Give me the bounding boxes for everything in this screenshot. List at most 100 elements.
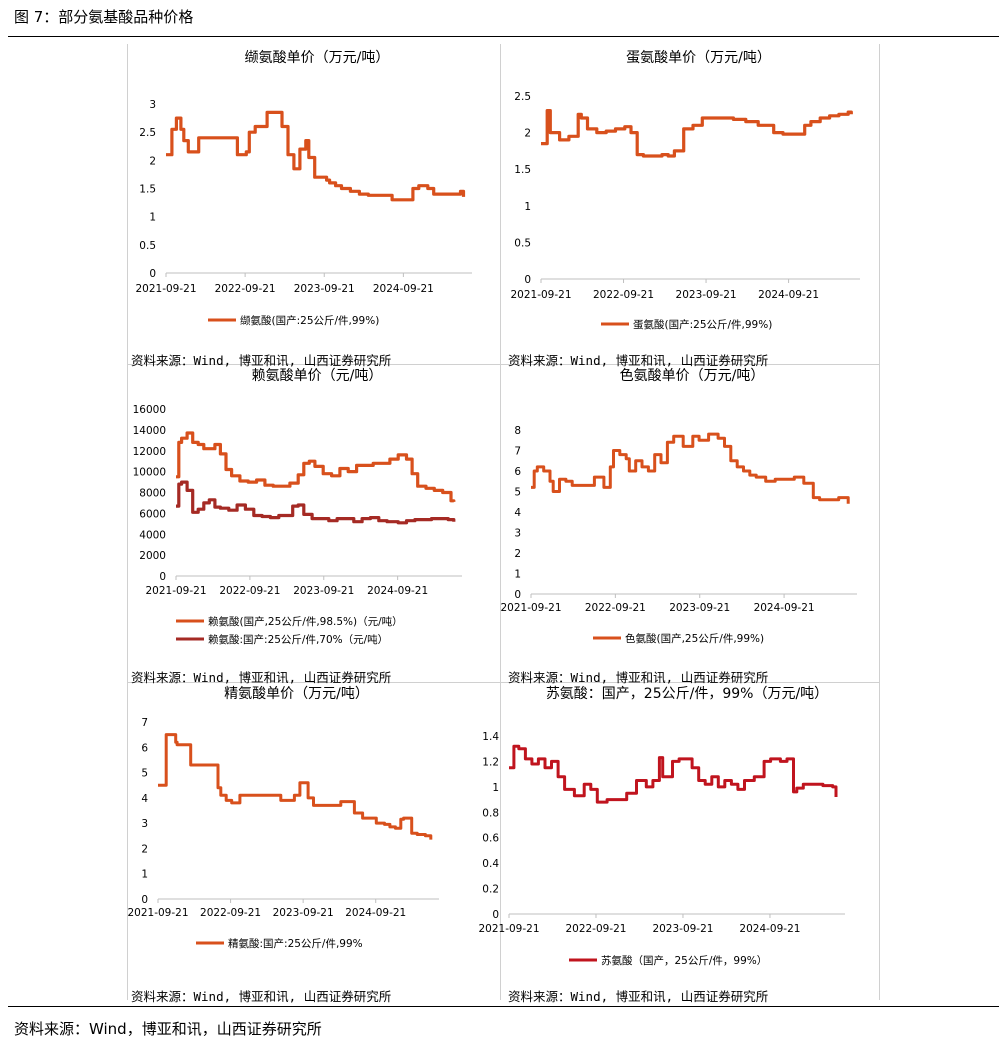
- y-tick-label: 0: [149, 268, 156, 280]
- row-divider-1: [127, 364, 879, 365]
- y-tick-label: 1: [524, 201, 531, 213]
- panel-source-tryptophan: 资料来源：Wind, 博亚和讯, 山西证券研究所: [508, 670, 769, 685]
- x-tick-label: 2024-09-21: [345, 907, 406, 919]
- x-tick-label: 2024-09-21: [739, 923, 800, 935]
- panel-source-arginine: 资料来源：Wind, 博亚和讯, 山西证券研究所: [131, 989, 392, 1004]
- chart-title: 精氨酸单价（万元/吨）: [224, 686, 369, 702]
- y-tick-label: 2: [149, 155, 156, 167]
- y-tick-label: 2: [524, 128, 531, 140]
- series-line-threonine-0: [509, 744, 838, 804]
- x-tick-label: 2024-09-21: [758, 289, 819, 301]
- y-tick-label: 7: [514, 446, 521, 458]
- series-line-lysine-1: [176, 480, 456, 525]
- x-tick-label: 2023-09-21: [669, 602, 730, 614]
- panel-source-methionine: 资料来源：Wind, 博亚和讯, 山西证券研究所: [508, 353, 769, 368]
- series-line-valine-0: [166, 110, 466, 202]
- x-tick-label: 2023-09-21: [676, 289, 737, 301]
- chart-valine: 缬氨酸单价（万元/吨） 0 0.5 1 1.5 2 2.5 3 2021-09-21 2022-0…: [135, 50, 472, 327]
- right-frame-line: [879, 44, 880, 1000]
- chart-lysine: 赖氨酸单价（元/吨） 0 2000 4000 6000 8000 10000 12000 140…: [133, 368, 462, 646]
- y-tick-label: 1: [149, 212, 156, 224]
- series-line-tryptophan-0: [531, 432, 850, 504]
- y-tick-label: 2: [514, 548, 521, 560]
- y-tick-label: 7: [141, 717, 148, 729]
- y-tick-label: 2000: [139, 550, 166, 562]
- y-tick-label: 0.5: [514, 237, 531, 249]
- x-tick-label: 2021-09-21: [478, 923, 539, 935]
- y-tick-label: 0.2: [482, 884, 499, 896]
- y-tick-label: 3: [149, 99, 156, 111]
- y-tick-label: 6000: [139, 508, 166, 520]
- x-tick-label: 2021-09-21: [135, 283, 196, 295]
- chart-threonine: 苏氨酸：国产，25公斤/件，99%（万元/吨） 0 0.2 0.4 0.6 0.8 1 1.2…: [478, 686, 845, 967]
- x-tick-label: 2023-09-21: [294, 283, 355, 295]
- chart-title: 苏氨酸：国产，25公斤/件，99%（万元/吨）: [546, 686, 828, 702]
- y-tick-label: 0: [141, 894, 148, 906]
- bottom-rule: [8, 1006, 999, 1007]
- series-line-methionine-0: [541, 109, 853, 158]
- x-tick-label: 2021-09-21: [127, 907, 188, 919]
- x-tick-label: 2022-09-21: [215, 283, 276, 295]
- y-tick-label: 0.6: [482, 833, 499, 845]
- series-line-arginine-0: [158, 733, 433, 840]
- y-tick-label: 1.2: [482, 756, 499, 768]
- y-tick-label: 0: [514, 589, 521, 601]
- y-tick-label: 1: [492, 782, 499, 794]
- y-tick-label: 8000: [139, 488, 166, 500]
- y-tick-label: 1: [514, 569, 521, 581]
- y-tick-label: 1: [141, 869, 148, 881]
- x-tick-label: 2023-09-21: [273, 907, 334, 919]
- y-tick-label: 1.4: [482, 731, 499, 743]
- y-tick-label: 3: [514, 528, 521, 540]
- legend-label: 蛋氨酸(国产:25公斤/件,99%): [633, 318, 772, 331]
- y-tick-label: 2.5: [139, 127, 156, 139]
- legend-label: 精氨酸:国产:25公斤/件,99%: [228, 937, 363, 950]
- legend-label: 缬氨酸(国产:25公斤/件,99%): [240, 314, 379, 327]
- x-tick-label: 2021-09-21: [145, 585, 206, 597]
- y-tick-label: 0.5: [139, 240, 156, 252]
- row-divider-2: [127, 682, 879, 683]
- y-tick-label: 4: [141, 793, 148, 805]
- x-tick-label: 2022-09-21: [585, 602, 646, 614]
- series-line-lysine-0: [176, 431, 456, 503]
- y-tick-label: 0: [159, 571, 166, 583]
- chart-title: 色氨酸单价（万元/吨）: [620, 367, 765, 384]
- x-tick-label: 2023-09-21: [293, 585, 354, 597]
- chart-arginine: 精氨酸单价（万元/吨） 0 1 2 3 4 5 6 7 2021-09-21 2022-09-21 2…: [127, 686, 439, 950]
- x-tick-label: 2022-09-21: [219, 585, 280, 597]
- x-tick-label: 2021-09-21: [500, 602, 561, 614]
- y-tick-label: 5: [514, 487, 521, 499]
- top-rule: [8, 36, 999, 37]
- y-tick-label: 12000: [133, 446, 166, 458]
- chart-title: 蛋氨酸单价（万元/吨）: [626, 50, 771, 66]
- y-tick-label: 2: [141, 843, 148, 855]
- x-tick-label: 2024-09-21: [367, 585, 428, 597]
- y-tick-label: 5: [141, 768, 148, 780]
- y-tick-label: 0.4: [482, 858, 499, 870]
- footer-source: 资料来源：Wind，博亚和讯，山西证券研究所: [14, 1020, 322, 1038]
- figure-title: 图 7：部分氨基酸品种价格: [14, 8, 194, 26]
- y-tick-label: 8: [514, 425, 521, 437]
- y-tick-label: 6: [141, 742, 148, 754]
- y-tick-label: 4000: [139, 529, 166, 541]
- chart-title: 缬氨酸单价（万元/吨）: [245, 50, 390, 66]
- middle-divider: [500, 44, 501, 1000]
- x-tick-label: 2021-09-21: [510, 289, 571, 301]
- x-tick-label: 2022-09-21: [200, 907, 261, 919]
- x-tick-label: 2022-09-21: [565, 923, 626, 935]
- panel-source-valine: 资料来源：Wind, 博亚和讯, 山西证券研究所: [131, 353, 392, 368]
- x-tick-label: 2024-09-21: [754, 602, 815, 614]
- y-tick-label: 14000: [133, 425, 166, 437]
- y-tick-label: 1.5: [514, 164, 531, 176]
- y-tick-label: 10000: [133, 467, 166, 479]
- y-tick-label: 1.5: [139, 184, 156, 196]
- legend-label: 色氨酸(国产,25公斤/件,99%): [625, 632, 764, 645]
- y-tick-label: 0: [492, 909, 499, 921]
- legend-label: 苏氨酸（国产，25公斤/件，99%）: [601, 954, 767, 967]
- y-tick-label: 3: [141, 818, 148, 830]
- y-tick-label: 6: [514, 466, 521, 478]
- panel-source-threonine: 资料来源：Wind, 博亚和讯, 山西证券研究所: [508, 989, 769, 1004]
- x-tick-label: 2024-09-21: [373, 283, 434, 295]
- y-tick-label: 0.8: [482, 807, 499, 819]
- y-tick-label: 2.5: [514, 91, 531, 103]
